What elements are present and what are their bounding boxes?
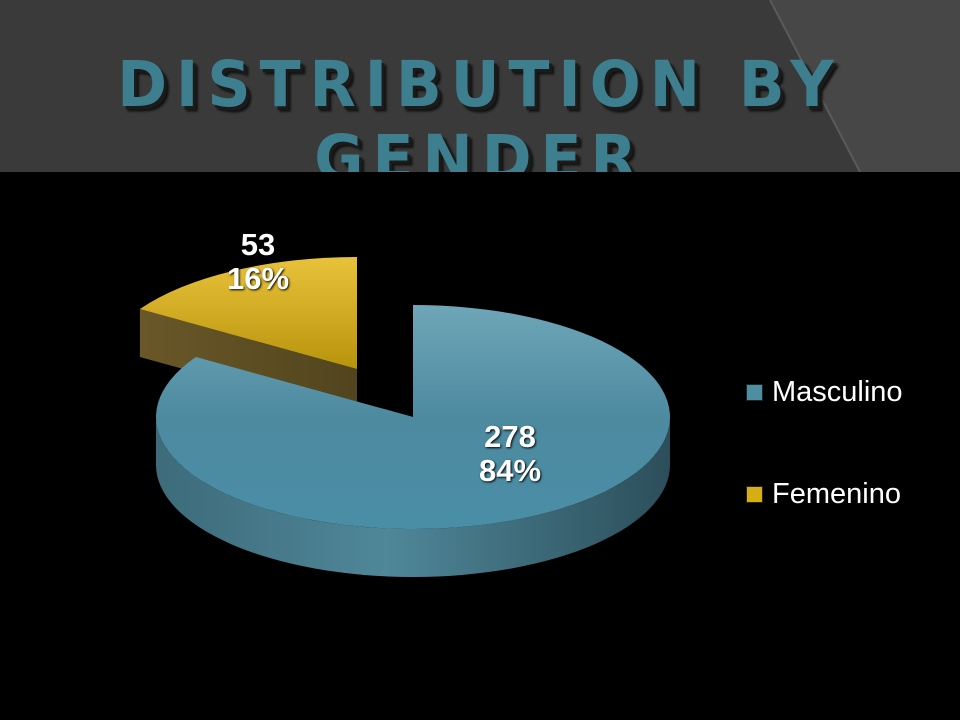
- legend-label-femenino: Femenino: [772, 477, 901, 510]
- legend-item-femenino: Femenino: [746, 474, 903, 514]
- pie-top-masculino: [155, 305, 670, 529]
- slice-percent-masculino: 84%: [478, 453, 542, 488]
- pie-slice-masculino: [155, 305, 670, 577]
- slice-value-masculino: 278: [484, 419, 536, 454]
- header-band: DISTRIBUTION BY GENDER: [0, 0, 960, 172]
- slice-label-femenino: 53 16%: [188, 228, 328, 296]
- legend-swatch-femenino: [746, 485, 763, 503]
- slice-value-femenino: 53: [240, 227, 276, 262]
- pie-top-femenino: [139, 257, 357, 369]
- pie-chart: 278 84% 53 16% Masculino Femenino: [0, 172, 960, 720]
- header-decoration: [769, 0, 960, 172]
- pie-chart-svg: [139, 257, 670, 577]
- pie-side-masculino: [156, 417, 670, 577]
- page-title: DISTRIBUTION BY GENDER: [117, 48, 843, 173]
- legend: Masculino Femenino: [746, 372, 903, 576]
- legend-item-masculino: Masculino: [746, 372, 903, 412]
- slice-label-masculino: 278 84%: [440, 420, 580, 488]
- legend-swatch-masculino: [746, 383, 763, 401]
- slice-percent-femenino: 16%: [226, 261, 290, 296]
- legend-label-masculino: Masculino: [772, 375, 903, 408]
